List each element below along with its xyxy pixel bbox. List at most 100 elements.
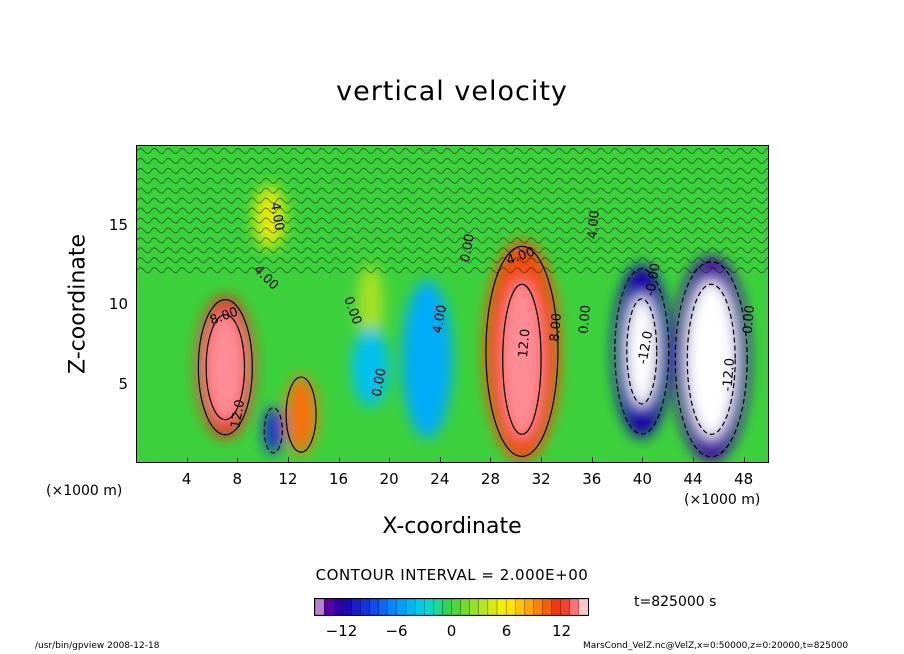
heatmap-cell-13: [626, 296, 658, 407]
x-tick-mark-6: [490, 457, 492, 463]
colorbar-segment-8: [387, 599, 398, 615]
x-tick-mark-5: [439, 457, 441, 463]
footer-dataset: MarsCond_VelZ.nc@VelZ,x=0:50000,z=0:2000…: [583, 641, 849, 651]
colorbar-segment-26: [551, 599, 562, 615]
contour-label-14: -12.0: [636, 330, 657, 365]
contour-line-3: [263, 407, 283, 454]
colorbar-tick-3: 6: [501, 622, 512, 640]
colorbar-segment-20: [496, 599, 507, 615]
x-tick-label-9: 40: [632, 470, 652, 488]
colorbar-segment-0: [315, 599, 325, 615]
contour-label-12: 4.00: [585, 210, 602, 240]
y-axis-label: Z-coordinate: [65, 234, 91, 374]
colorbar-segment-9: [396, 599, 407, 615]
x-tick-mark-2: [287, 457, 289, 463]
x-tick-label-8: 36: [582, 470, 602, 488]
contour-label-15: -12.0: [720, 358, 738, 393]
x-tick-label-6: 28: [480, 470, 501, 488]
x-tick-mark-4: [389, 457, 391, 463]
heatmap-cell-2: [285, 375, 317, 455]
x-tick-mark-11: [743, 457, 745, 463]
colorbar-segment-24: [533, 599, 544, 615]
contour-line-11: [674, 261, 748, 458]
colorbar-segment-17: [469, 599, 480, 615]
x-tick-mark-0: [186, 457, 188, 463]
contour-line-9: [502, 283, 542, 435]
colorbar-segment-10: [405, 599, 416, 615]
contour-label-7: 0.00: [458, 233, 478, 264]
colorbar: [314, 598, 589, 616]
contour-label-16: 0.00: [741, 305, 758, 335]
x-tick-label-11: 48: [734, 470, 754, 488]
contour-interval: CONTOUR INTERVAL = 2.000E+00: [315, 566, 589, 584]
colorbar-segment-19: [487, 599, 498, 615]
heatmap-cell-3: [263, 406, 283, 455]
time-label: t=825000 s: [634, 594, 717, 610]
colorbar-segment-12: [424, 599, 434, 615]
colorbar-segment-14: [442, 599, 453, 615]
y-axis-unit: (×1000 m): [46, 483, 123, 499]
contour-label-11: 0.00: [577, 305, 594, 335]
colorbar-segment-11: [414, 599, 425, 615]
colorbar-tick-0: −12: [325, 622, 358, 640]
contour-line-0: [197, 299, 253, 436]
contour-line-13: [626, 298, 658, 405]
contour-line-10: [614, 268, 670, 435]
x-tick-label-5: 24: [430, 470, 450, 488]
colorbar-segment-21: [505, 599, 516, 615]
colorbar-segment-7: [378, 599, 389, 615]
contour-line-12: [686, 283, 736, 435]
x-tick-label-1: 8: [232, 470, 243, 488]
contour-label-5: 0.00: [370, 367, 390, 398]
x-tick-label-3: 16: [329, 470, 349, 488]
x-tick-mark-10: [693, 457, 695, 463]
x-tick-mark-1: [237, 457, 239, 463]
colorbar-segment-16: [460, 599, 471, 615]
heatmap-cell-5: [357, 264, 384, 344]
x-tick-mark-3: [338, 457, 340, 463]
x-axis-unit: (×1000 m): [684, 492, 761, 508]
heatmap-cell-12: [685, 280, 737, 439]
contour-label-9: 12.0: [516, 328, 533, 358]
heatmap-cell-7: [402, 280, 453, 439]
colorbar-tick-4: 12: [551, 622, 572, 640]
colorbar-segment-28: [569, 599, 580, 615]
colorbar-segment-5: [360, 599, 371, 615]
y-tick-label-2: 15: [108, 215, 128, 234]
y-tick-label-1: 10: [108, 295, 128, 313]
contour-label-0: 4.00: [267, 201, 287, 232]
contour-line-1: [205, 314, 246, 421]
colorbar-segment-13: [433, 599, 444, 615]
colorbar-segment-23: [524, 599, 535, 615]
contour-label-13: -0.00: [643, 262, 664, 297]
x-tick-label-4: 20: [379, 470, 399, 488]
colorbar-segment-1: [323, 599, 334, 615]
contour-line-2: [285, 376, 317, 453]
colorbar-segment-15: [451, 599, 462, 615]
colorbar-segment-29: [578, 599, 588, 615]
contour-label-3: 12.0: [228, 399, 248, 430]
colorbar-segment-3: [342, 599, 353, 615]
colorbar-segment-25: [542, 599, 553, 615]
colorbar-segment-22: [515, 599, 525, 615]
colorbar-tick-2: 0: [446, 622, 457, 640]
x-tick-mark-7: [541, 457, 543, 463]
x-tick-label-10: 44: [683, 470, 703, 488]
heatmap-cell-6: [351, 327, 390, 407]
contour-line-8: [485, 245, 559, 458]
footer-program: /usr/bin/gpview 2008-12-18: [35, 641, 160, 651]
x-tick-label-7: 32: [531, 470, 551, 488]
upper-noise-contours: [137, 146, 768, 276]
x-tick-label-2: 12: [278, 470, 298, 488]
x-tick-label-0: 4: [181, 470, 192, 488]
x-tick-mark-8: [591, 457, 593, 463]
heatmap-cell-1: [205, 311, 246, 423]
colorbar-segment-2: [333, 599, 343, 615]
heatmap-cell-9: [501, 280, 543, 439]
colorbar-segment-18: [478, 599, 489, 615]
colorbar-segment-6: [369, 599, 380, 615]
x-tick-mark-9: [642, 457, 644, 463]
contour-label-10: 8.00: [548, 312, 565, 342]
colorbar-segment-4: [351, 599, 362, 615]
